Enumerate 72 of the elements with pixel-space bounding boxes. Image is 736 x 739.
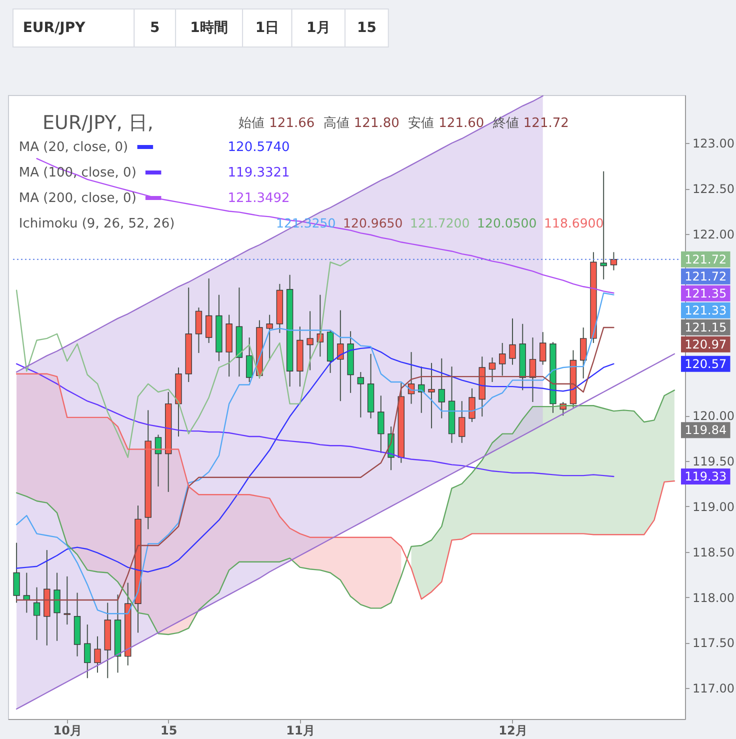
y-tick-label: 117.00 [692, 682, 734, 696]
y-tick-label: 122.50 [692, 182, 734, 196]
candlestick [509, 318, 516, 366]
y-tick-label: 122.00 [692, 227, 734, 242]
annotation: 120.57 [684, 356, 727, 371]
annotation: 121.7200 [410, 216, 470, 230]
legend-label: MA (200, close, 0) [18, 191, 136, 206]
candlestick [33, 586, 40, 640]
annotation: Ichimoku (9, 26, 52, 26) [18, 216, 175, 232]
candlestick [357, 372, 364, 418]
y-tick-label: 118.50 [692, 545, 734, 560]
text: 1日 [255, 20, 280, 36]
ref-line-label: 121.72 [684, 269, 727, 284]
x-tick-label: 15 [160, 724, 178, 738]
candlestick [378, 395, 384, 454]
annotation: 120.5740 [228, 140, 290, 155]
candlestick [337, 310, 344, 402]
annotation: 121.3492 [228, 191, 290, 206]
y-tick-label: 118.00 [692, 590, 734, 605]
candlestick [580, 327, 587, 379]
y-tick-label: 119.50 [692, 454, 734, 469]
line-series [16, 373, 676, 600]
annotation: 121.35 [684, 286, 727, 300]
text: EUR/JPY, 日, [42, 112, 154, 134]
candlestick [195, 307, 202, 354]
candlestick [94, 636, 101, 674]
annotation: 120.97 [684, 337, 727, 352]
candlestick [458, 400, 466, 444]
annotation: 121.72 [684, 252, 727, 266]
candlestick [84, 624, 91, 679]
text: 15 [356, 20, 376, 36]
annotation: 120.0500 [477, 216, 537, 230]
annotation: 121.15 [684, 320, 727, 334]
candlestick [610, 252, 618, 271]
x-tick-label: 12月 [498, 724, 528, 738]
legend-label: MA (20, close, 0) [18, 140, 128, 155]
line-series [16, 363, 614, 478]
line-series [16, 258, 352, 458]
candlestick [529, 337, 536, 403]
x-tick-label: 10月 [53, 724, 82, 738]
legend-label: MA (100, close, 0) [18, 166, 136, 180]
line-series [16, 353, 676, 710]
y-tick-label: 119.00 [692, 500, 734, 514]
annotation: 121.33 [684, 303, 727, 318]
y-tick-label: 120.00 [692, 409, 734, 424]
annotation: 119.84 [684, 423, 727, 438]
annotation: 119.3321 [228, 166, 290, 180]
candlestick [306, 310, 314, 371]
candlestick [540, 332, 546, 366]
candlestick [13, 542, 20, 604]
text: 1月 [306, 20, 330, 36]
candlestick [499, 342, 506, 376]
y-tick-label: 117.50 [692, 636, 734, 650]
y-tick-label: 123.00 [692, 136, 734, 151]
candlestick [246, 337, 253, 383]
candlestick [428, 362, 435, 429]
text: 1時間 [190, 20, 228, 36]
candlestick [206, 278, 212, 344]
text: EUR/JPY [22, 20, 86, 36]
annotation: 始値 121.66 高値 121.80 安値 121.60 終値 121.72 [238, 115, 569, 131]
candlestick [438, 358, 445, 419]
annotation: 118.6900 [544, 216, 604, 230]
candlestick [54, 572, 60, 642]
annotation: 120.9650 [343, 216, 403, 230]
text: 5 [150, 20, 160, 36]
candlestick [64, 576, 70, 626]
annotation: 119.33 [684, 469, 727, 484]
candlestick [488, 357, 496, 383]
candlestick [266, 314, 273, 361]
line-series [16, 390, 676, 636]
x-tick-label: 11月 [286, 724, 315, 738]
candlestick [468, 388, 476, 422]
